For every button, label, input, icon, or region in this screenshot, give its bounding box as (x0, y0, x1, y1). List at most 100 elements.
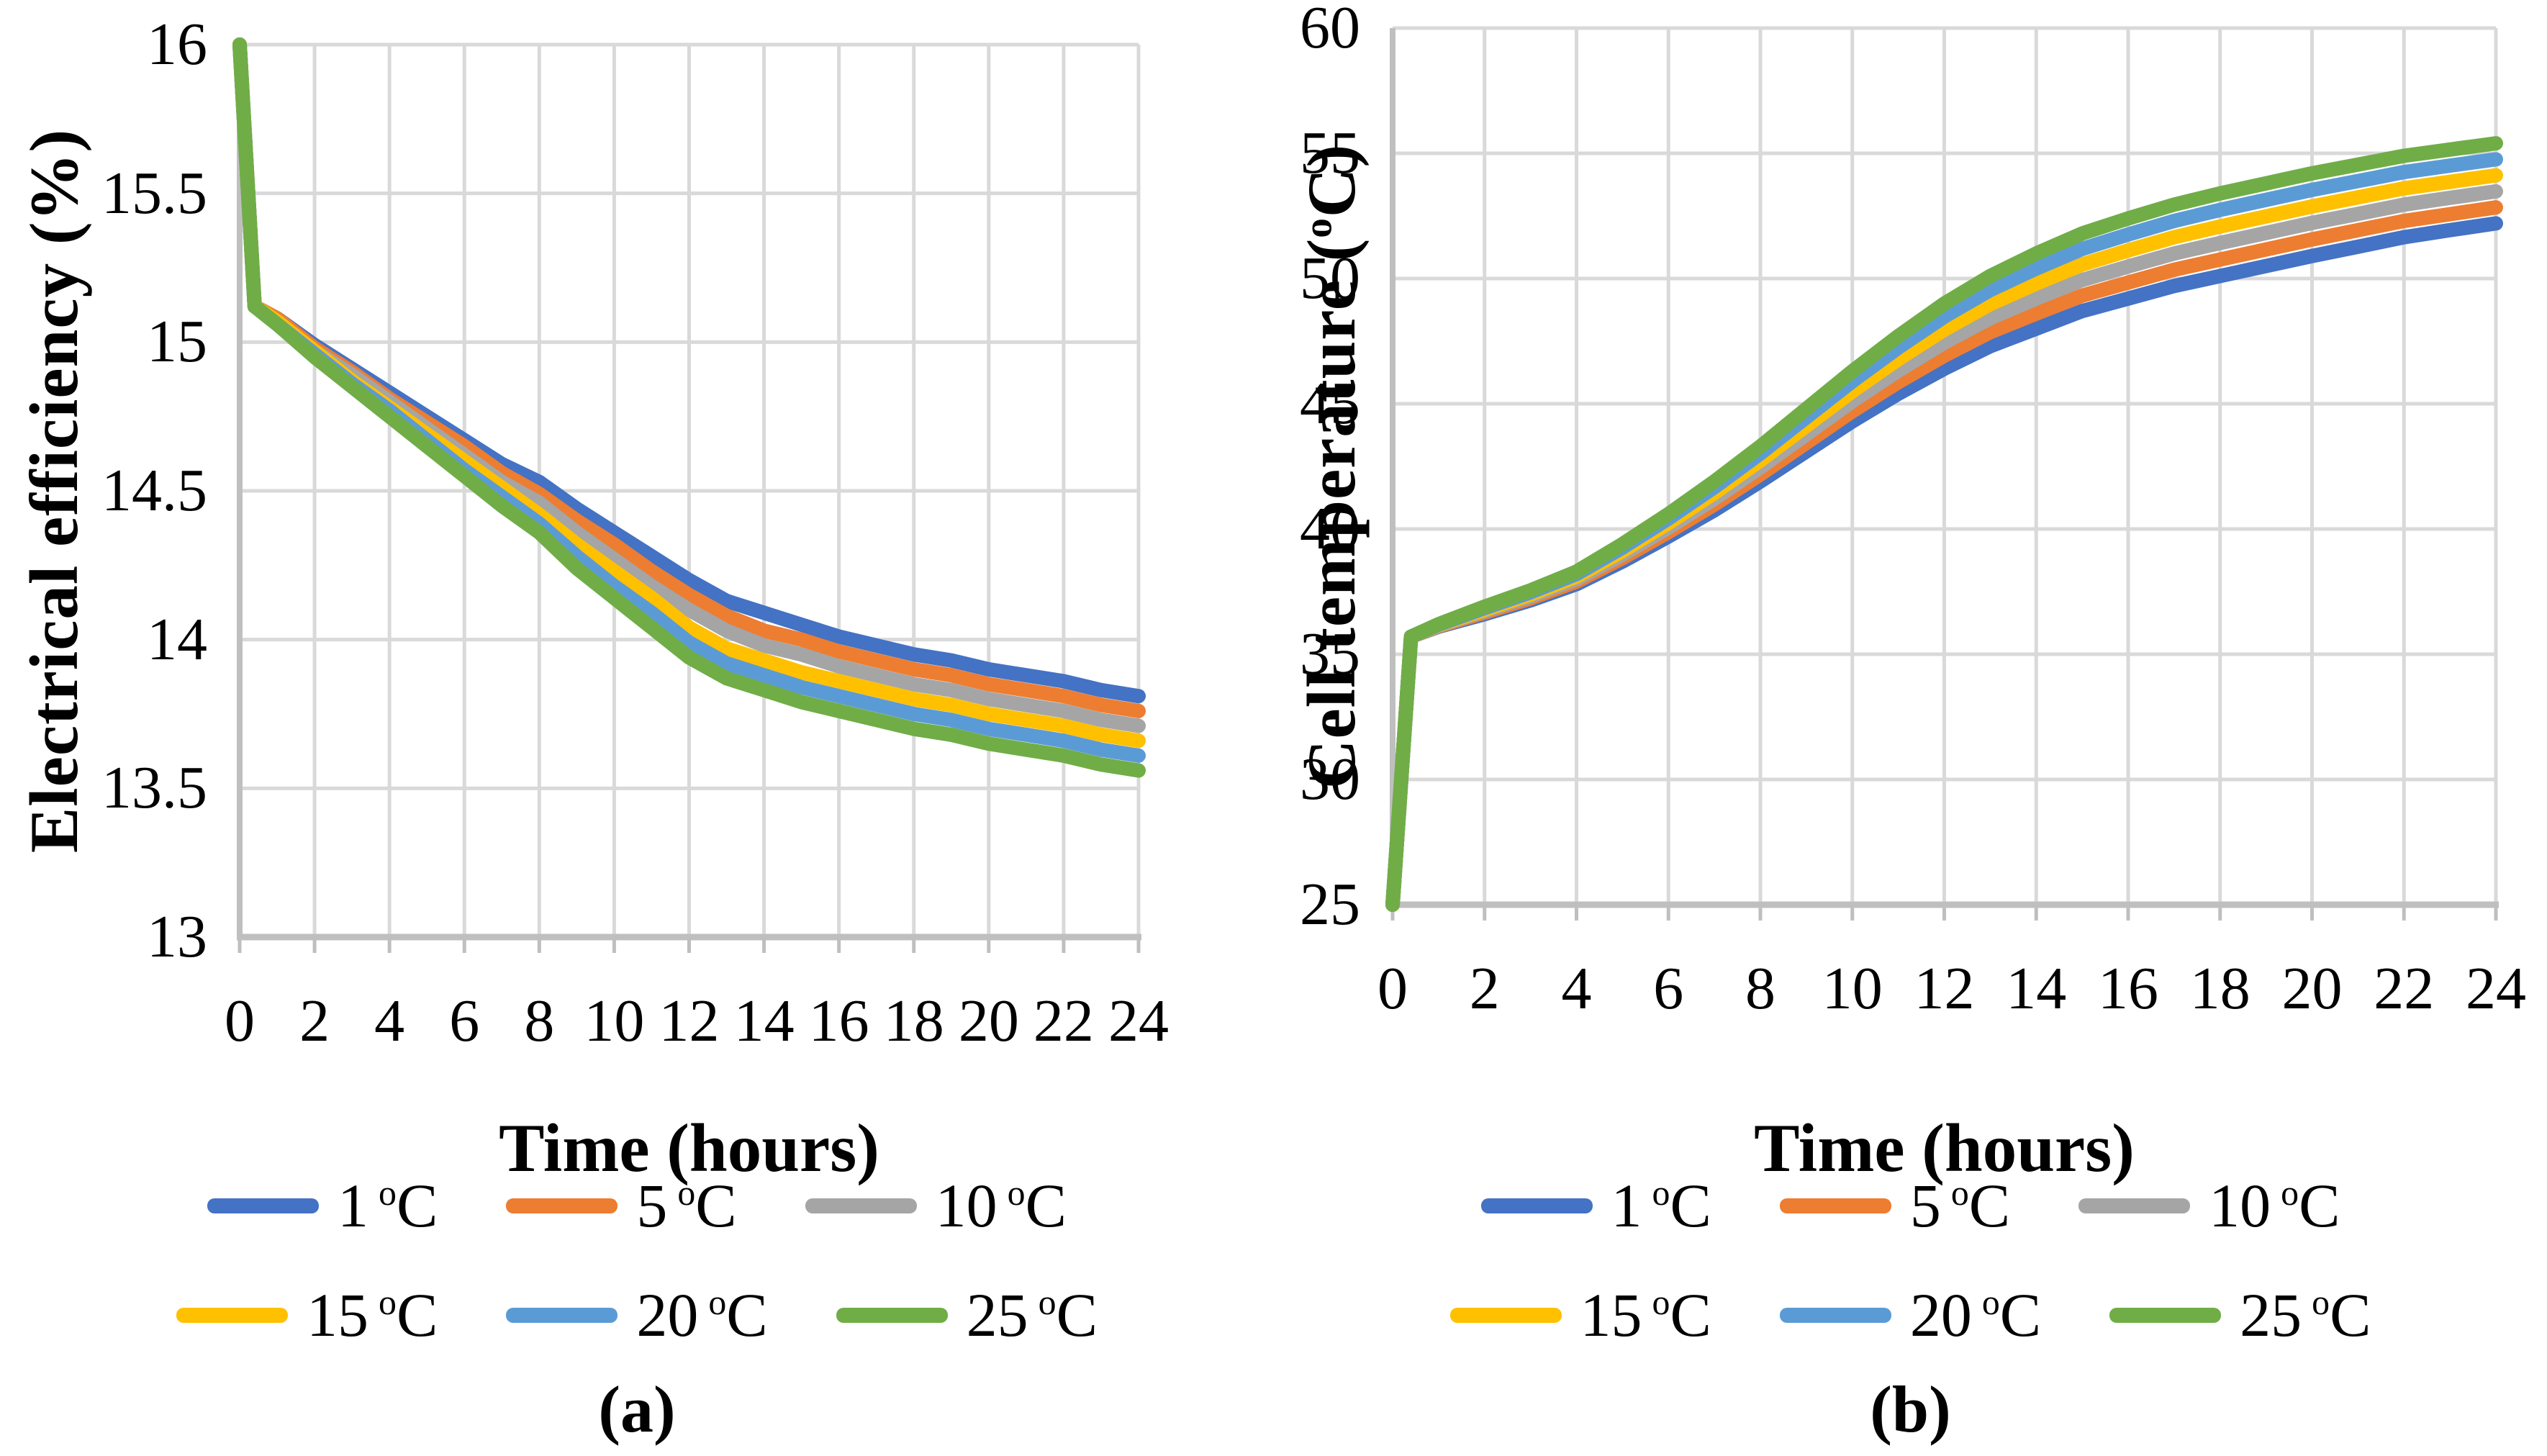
legend-item-10c: 10 oC (2078, 1170, 2340, 1242)
legend-label-degree: o (1652, 1283, 1670, 1323)
legend-item-20c: 20 oC (1779, 1279, 2041, 1351)
chart-b-section: Cell temperature (oC) Time (hours) 1 oC 5 o… (1274, 0, 2547, 1456)
legend-label-1c: 1 oC (1611, 1170, 1711, 1242)
legend-swatch-20c (506, 1307, 618, 1323)
legend-swatch-1c (207, 1198, 320, 1213)
legend-row-1: 1 oC 5 oC 10 oC (1480, 1170, 2340, 1242)
y-tick-label-15.5: 15.5 (101, 159, 207, 227)
x-tick-label-4: 4 (1561, 955, 1592, 1022)
legend-label-unit: C (1056, 1280, 1098, 1349)
legend-swatch-5c (506, 1198, 618, 1213)
chart-a-section: Electrical efficiency (%) Time (hours) 1… (0, 11, 1274, 1446)
x-tick-label-18: 18 (2189, 955, 2250, 1022)
legend-label-degree: o (2312, 1283, 2330, 1323)
chart-b-caption: (b) (1870, 1373, 1951, 1446)
legend-item-10c: 10 oC (805, 1170, 1067, 1242)
y-tick-label-45: 45 (1300, 370, 1360, 437)
legend-label-value: 5 (1909, 1171, 1941, 1240)
legend-label-5c: 5 oC (1910, 1170, 2010, 1242)
x-tick-label-10: 10 (584, 987, 645, 1054)
x-tick-label-22: 22 (1033, 987, 1094, 1054)
x-tick-label-22: 22 (2374, 955, 2435, 1022)
legend-item-15c: 15 oC (1449, 1279, 1711, 1351)
x-tick-label-6: 6 (1653, 955, 1684, 1022)
x-tick-label-12: 12 (659, 987, 720, 1054)
y-tick-label-14.5: 14.5 (101, 457, 207, 524)
legend-label-value: 1 (1611, 1171, 1642, 1240)
legend-label-unit: C (2330, 1280, 2371, 1349)
y-tick-label-14: 14 (147, 605, 207, 673)
legend-label-20c: 20 oC (1910, 1279, 2041, 1351)
x-tick-label-10: 10 (1822, 955, 1883, 1022)
legend-label-15c: 15 oC (1580, 1279, 1711, 1351)
x-tick-label-2: 2 (299, 987, 330, 1054)
y-tick-label-15: 15 (147, 308, 207, 376)
x-tick-label-0: 0 (225, 987, 255, 1054)
chart-a-x-axis-title: Time (hours) (499, 1110, 879, 1186)
legend-item-25c: 25 oC (836, 1279, 1098, 1351)
legend-row-1: 1 oC 5 oC 10 oC (207, 1170, 1067, 1242)
legend-swatch-20c (1779, 1307, 1891, 1323)
legend-label-value: 20 (1909, 1280, 1972, 1349)
legend-swatch-1c (1480, 1198, 1593, 1213)
x-tick-label-6: 6 (449, 987, 480, 1054)
legend-label-15c: 15 oC (307, 1279, 438, 1351)
chart-b-y-axis-title-text: Cell temperature (oC) (1292, 144, 1371, 789)
chart-a-legend: 1 oC 5 oC 10 oC 15 oC 20 oC 25 oC (0, 1170, 1274, 1351)
legend-swatch-15c (1449, 1307, 1562, 1323)
chart-b-y-title-sup: o (1295, 217, 1340, 238)
legend-label-value: 15 (307, 1280, 369, 1349)
x-tick-label-14: 14 (2006, 955, 2067, 1022)
legend-label-degree: o (1652, 1173, 1670, 1213)
legend-swatch-25c (2109, 1307, 2222, 1323)
y-tick-label-13.5: 13.5 (101, 754, 207, 822)
legend-item-20c: 20 oC (506, 1279, 768, 1351)
legend-label-unit: C (1670, 1171, 1711, 1240)
x-tick-label-24: 24 (2466, 955, 2526, 1022)
legend-label-unit: C (1025, 1171, 1067, 1240)
x-tick-label-4: 4 (374, 987, 405, 1054)
legend-label-degree: o (379, 1173, 397, 1213)
legend-swatch-10c (2078, 1198, 2191, 1213)
legend-row-2: 15 oC 20 oC 25 oC (1449, 1279, 2371, 1351)
legend-swatch-15c (176, 1307, 289, 1323)
y-tick-label-50: 50 (1300, 245, 1360, 312)
legend-label-value: 10 (935, 1171, 997, 1240)
legend-label-unit: C (695, 1171, 737, 1240)
legend-label-value: 25 (966, 1280, 1028, 1349)
y-tick-label-40: 40 (1300, 495, 1360, 562)
y-tick-label-16: 16 (147, 11, 207, 78)
legend-item-5c: 5 oC (1779, 1170, 2010, 1242)
legend-label-degree: o (379, 1283, 397, 1323)
legend-label-20c: 20 oC (636, 1279, 767, 1351)
legend-label-value: 15 (1580, 1280, 1642, 1349)
legend-label-degree: o (677, 1173, 696, 1213)
series-line-25c (1385, 136, 2503, 912)
x-tick-label-16: 16 (808, 987, 869, 1054)
y-tick-label-25: 25 (1300, 871, 1360, 938)
legend-item-1c: 1 oC (1480, 1170, 1711, 1242)
legend-item-15c: 15 oC (176, 1279, 438, 1351)
legend-label-unit: C (396, 1171, 438, 1240)
legend-label-degree: o (1950, 1173, 1969, 1213)
chart-b-plot-canvas (1385, 26, 2503, 921)
x-tick-label-8: 8 (524, 987, 555, 1054)
y-tick-label-13: 13 (147, 903, 207, 970)
x-tick-label-14: 14 (733, 987, 795, 1054)
legend-label-25c: 25 oC (2240, 1279, 2371, 1351)
legend-label-unit: C (396, 1280, 438, 1349)
legend-label-25c: 25 oC (967, 1279, 1098, 1351)
legend-label-value: 25 (2240, 1280, 2302, 1349)
legend-label-unit: C (1968, 1171, 2011, 1240)
legend-label-5c: 5 oC (636, 1170, 736, 1242)
y-tick-label-30: 30 (1300, 746, 1360, 813)
x-tick-label-8: 8 (1745, 955, 1775, 1022)
x-tick-label-2: 2 (1469, 955, 1500, 1022)
chart-b-x-axis-title: Time (hours) (1754, 1110, 2135, 1186)
x-tick-label-0: 0 (1377, 955, 1408, 1022)
legend-label-value: 1 (338, 1171, 369, 1240)
legend-label-degree: o (1981, 1283, 2000, 1323)
y-tick-label-55: 55 (1300, 119, 1360, 186)
legend-label-10c: 10 oC (936, 1170, 1067, 1242)
chart-a-plot-canvas (232, 37, 1146, 953)
